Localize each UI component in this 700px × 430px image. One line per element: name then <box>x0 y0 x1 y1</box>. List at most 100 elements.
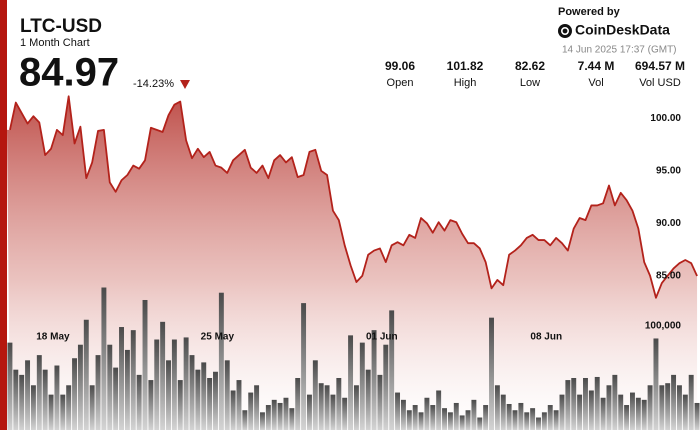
chart-subtitle: 1 Month Chart <box>20 37 90 49</box>
volume-bar <box>477 417 483 430</box>
volume-bar <box>166 360 171 430</box>
stats: 99.06 Open 101.82 High 82.62 Low 7.44 M Vol 694.… <box>385 59 685 89</box>
volume-bar <box>512 410 518 430</box>
volume-bar <box>624 405 630 430</box>
volume-bar <box>260 412 265 430</box>
volume-bar <box>524 412 530 430</box>
volume-bar <box>101 287 107 430</box>
x-tick-label: 08 Jun <box>530 332 562 343</box>
y-tick-label: 90.00 <box>656 218 681 229</box>
volume-bar <box>83 319 89 430</box>
stat-value: 7.44 M <box>578 59 615 73</box>
stat-label: Vol USD <box>639 77 681 89</box>
volume-bar <box>471 399 477 430</box>
volume-bar <box>588 390 594 430</box>
x-tick-label: 25 May <box>201 332 235 343</box>
volume-bar <box>301 303 307 430</box>
volume-bar <box>612 374 618 430</box>
volume-bar <box>635 397 641 430</box>
volume-bar <box>13 369 19 430</box>
volume-bar <box>447 412 453 430</box>
volume-bar <box>389 310 395 430</box>
y-tick-label: 100.00 <box>650 113 681 124</box>
volume-bar <box>289 408 295 430</box>
down-arrow <box>180 80 190 89</box>
current-price: 84.97 <box>19 51 119 95</box>
volume-bar <box>236 380 242 430</box>
volume-bar <box>459 415 465 430</box>
volume-bar <box>95 355 101 430</box>
volume-bar <box>594 376 600 430</box>
volume-bar <box>42 369 48 430</box>
volume-bar <box>442 408 447 430</box>
volume-bar <box>659 385 665 430</box>
volume-bar <box>342 397 348 430</box>
volume-bar <box>483 405 489 430</box>
volume-bar <box>277 402 283 430</box>
volume-bar <box>107 344 113 430</box>
volume-bar <box>353 385 359 430</box>
area-fill <box>7 96 698 430</box>
volume-bar <box>430 405 436 430</box>
volume-bar <box>336 377 342 430</box>
volume-bar <box>224 360 230 430</box>
volume-bar <box>160 321 166 430</box>
volume-bar <box>242 410 248 430</box>
brand-stripe <box>0 0 7 430</box>
brand-name: CoinDeskData <box>575 22 670 38</box>
volume-bar <box>218 292 224 430</box>
volume-bar <box>207 377 213 430</box>
volume-bar <box>676 385 682 430</box>
volume-bar <box>377 374 383 430</box>
volume-bar <box>124 349 130 430</box>
volume-bar <box>265 405 271 430</box>
volume-bar <box>641 399 647 430</box>
volume-bar <box>201 362 207 430</box>
stat-value: 99.06 <box>385 59 415 73</box>
volume-bar <box>400 399 406 430</box>
volume-bar <box>113 367 119 430</box>
volume-bar <box>500 394 506 430</box>
volume-bar <box>365 369 371 430</box>
volume-bar <box>60 394 66 430</box>
volume-bar <box>136 374 142 430</box>
volume-bar <box>283 397 289 430</box>
volume-bar <box>465 410 471 430</box>
volume-bar <box>130 330 136 430</box>
volume-bar <box>600 397 606 430</box>
volume-bar <box>489 317 494 430</box>
stat-value: 694.57 M <box>635 59 685 73</box>
volume-bar <box>254 385 260 430</box>
volume-bar <box>148 380 154 430</box>
volume-bar <box>213 371 218 430</box>
price-change: -14.23% <box>133 78 174 90</box>
volume-bar <box>348 335 354 430</box>
volume-bar <box>248 392 254 430</box>
volume-bar <box>312 360 318 430</box>
stat-value: 101.82 <box>447 59 484 73</box>
y-tick-label: 85.00 <box>656 270 681 281</box>
stat-label: High <box>454 77 477 89</box>
volume-bar <box>383 344 389 430</box>
volume-bar <box>494 385 500 430</box>
volume-bar <box>89 385 95 430</box>
brand-icon-inner <box>560 26 569 35</box>
volume-bar <box>295 377 301 430</box>
volume-bar <box>324 385 330 430</box>
stat-value: 82.62 <box>515 59 545 73</box>
volume-bar <box>418 412 424 430</box>
volume-bar <box>694 402 700 430</box>
volume-bar <box>371 330 377 430</box>
volume-bar <box>72 358 78 430</box>
volume-bar <box>154 339 160 430</box>
volume-bar <box>547 405 553 430</box>
volume-bar <box>688 374 694 430</box>
volume-bar <box>583 377 588 430</box>
volume-bar <box>318 383 324 430</box>
chart-title: LTC-USD <box>20 16 102 37</box>
volume-bar <box>119 327 124 430</box>
volume-bar <box>665 383 671 430</box>
volume-bar <box>453 402 459 430</box>
volume-bar <box>412 405 418 430</box>
volume-bar <box>195 369 201 430</box>
